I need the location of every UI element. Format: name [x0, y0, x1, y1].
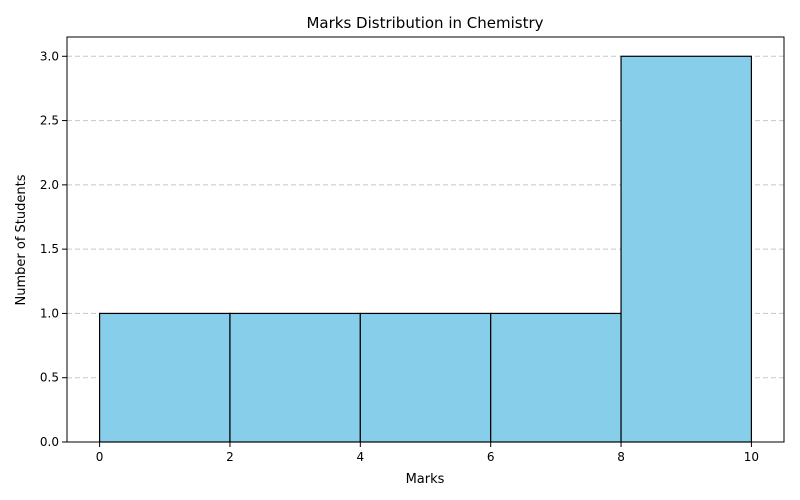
- histogram-bar: [490, 312, 622, 443]
- y-tick-label: 2.5: [40, 114, 59, 128]
- y-tick-label: 2.0: [40, 178, 59, 192]
- y-tick-label: 0.5: [40, 371, 59, 385]
- histogram-bar: [98, 312, 231, 443]
- axis-layer: 0 2 4 6 8 10 0.0 0.5 1.0 1.5 2.0 2.5 3.0: [40, 36, 785, 464]
- x-tick-label: 10: [744, 450, 759, 464]
- y-tick-label: 1.5: [40, 242, 59, 256]
- x-tick-label: 2: [226, 450, 234, 464]
- plot-frame: [66, 36, 785, 443]
- x-tick-label: 8: [617, 450, 625, 464]
- y-tick-label: 1.0: [40, 306, 59, 320]
- x-tick-label: 0: [96, 450, 104, 464]
- histogram-bar: [359, 312, 492, 443]
- bar-layer: [98, 55, 753, 443]
- x-tick-label: 6: [487, 450, 495, 464]
- y-tick-label: 3.0: [40, 49, 59, 63]
- histogram-bar: [229, 312, 361, 443]
- histogram-bar: [620, 55, 753, 443]
- x-axis-label: Marks: [406, 472, 445, 487]
- chart-title: Marks Distribution in Chemistry: [306, 14, 543, 32]
- x-tick-label: 4: [356, 450, 364, 464]
- y-tick-label: 0.0: [40, 435, 59, 449]
- y-axis-label: Number of Students: [14, 174, 29, 305]
